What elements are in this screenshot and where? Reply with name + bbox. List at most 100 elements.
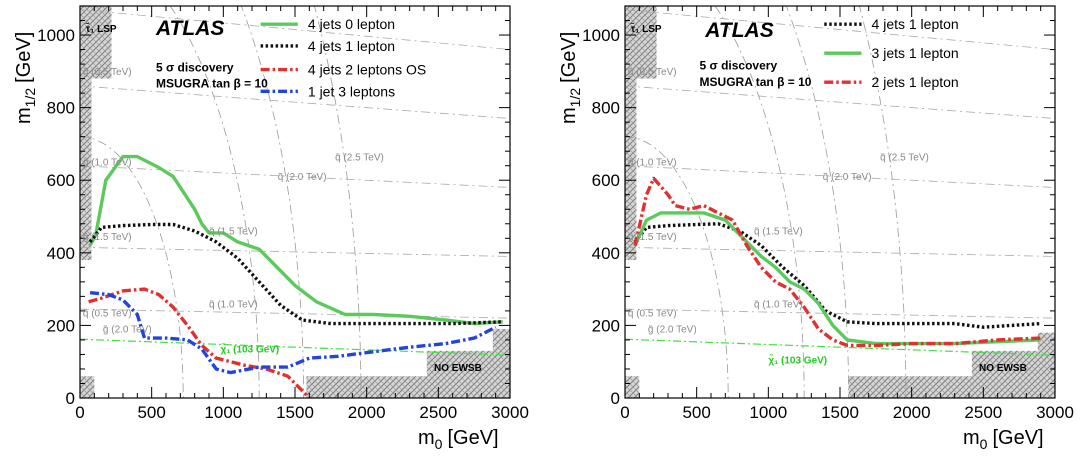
gluino-contour bbox=[169, 6, 260, 398]
no-ewsb-label: NO EWSB bbox=[979, 363, 1027, 374]
gluino-label: g̃ (1.5 TeV) bbox=[83, 232, 132, 243]
hatch-region bbox=[625, 376, 640, 398]
x-tick-label: 500 bbox=[137, 403, 165, 422]
y-tick-label: 400 bbox=[47, 244, 75, 263]
x-tick-label: 2500 bbox=[419, 403, 457, 422]
gluino-contour bbox=[314, 6, 362, 398]
x-tick-label: 3000 bbox=[491, 403, 529, 422]
series-line bbox=[633, 176, 1041, 348]
y-axis-label: m1/2[GeV] bbox=[13, 32, 38, 124]
series-layer bbox=[633, 176, 1041, 348]
model-label: MSUGRA tan β = 10 bbox=[700, 75, 812, 89]
model-label: MSUGRA tan β = 10 bbox=[156, 77, 268, 91]
squark-contour bbox=[625, 246, 1055, 257]
x-tick-label: 2000 bbox=[348, 403, 386, 422]
hatch-region bbox=[80, 78, 92, 261]
hatch-region bbox=[625, 78, 637, 261]
atlas-brand: ATLAS bbox=[155, 17, 224, 40]
gluino-contour bbox=[785, 6, 849, 398]
chargino-label: χ̃₁ (103 GeV) bbox=[768, 354, 827, 367]
squark-label: q̃ (2.5 TeV) bbox=[335, 152, 384, 163]
squark-label: q̃ (1.0 TeV) bbox=[209, 299, 258, 310]
gluino-label: g̃ (2.0 TeV) bbox=[648, 325, 697, 336]
y-axis-label: m1/2[GeV] bbox=[558, 32, 583, 124]
x-tick-label: 1000 bbox=[749, 403, 787, 422]
hatch-region bbox=[848, 376, 1055, 398]
y-tick-label: 400 bbox=[592, 244, 620, 263]
discovery-label: 5 σ discovery bbox=[700, 59, 778, 73]
hatch-region bbox=[306, 376, 510, 398]
squark-label: q̃ (1.5 TeV) bbox=[754, 227, 803, 238]
gluino-contour bbox=[859, 6, 907, 398]
x-tick-label: 1500 bbox=[821, 403, 859, 422]
plot-frame bbox=[79, 5, 511, 399]
axis-ticks: 0 500 1000 1500 2000 2500 3000 0 200 400 600 800 100… bbox=[37, 6, 529, 422]
chargino-contour bbox=[80, 338, 510, 356]
squark-label: q̃ (2.0 TeV) bbox=[823, 172, 872, 183]
x-tick-label: 3000 bbox=[1036, 403, 1074, 422]
squark-label: q̃ (0.5 TeV) bbox=[628, 308, 677, 319]
gluino-label: g̃ (1.0 TeV) bbox=[628, 158, 677, 169]
squark-contour bbox=[625, 85, 1055, 119]
squark-contour bbox=[80, 246, 510, 257]
x-tick-label: 1000 bbox=[204, 403, 242, 422]
legend: 4 jets 1 lepton 3 jets 1 lepton 2 jets 1… bbox=[824, 16, 959, 90]
gluino-label: g̃ (0.5 TeV) bbox=[628, 67, 677, 78]
hatch-region bbox=[80, 6, 112, 79]
x-tick-label: 500 bbox=[682, 403, 710, 422]
y-tick-label: 800 bbox=[592, 99, 620, 118]
series-line bbox=[88, 154, 503, 326]
legend-entry: 2 jets 1 lepton bbox=[872, 74, 959, 90]
legend: 4 jets 0 lepton 4 jets 1 lepton 4 jets 2… bbox=[260, 16, 426, 99]
gluino-label: g̃ (2.0 TeV) bbox=[103, 325, 152, 336]
squark-contour bbox=[625, 308, 1055, 319]
no-ewsb-label: NO EWSB bbox=[434, 363, 482, 374]
lsp-label: τ̃₁ LSP bbox=[630, 22, 662, 35]
gluino-contour bbox=[625, 136, 729, 398]
y-tick-label: 600 bbox=[592, 171, 620, 190]
axis-ticks: 0 500 1000 1500 2000 2500 3000 0 200 400 600 800 100… bbox=[582, 6, 1074, 422]
squark-contour bbox=[80, 308, 510, 319]
series-line bbox=[89, 291, 497, 375]
series-line bbox=[88, 287, 311, 398]
gluino-label: g̃ (1.5 TeV) bbox=[628, 232, 677, 243]
hatch-region bbox=[1037, 332, 1055, 351]
gluino-contour bbox=[714, 6, 805, 398]
hatch-region bbox=[80, 376, 95, 398]
legend-entry: 4 jets 1 lepton bbox=[872, 16, 959, 32]
y-tick-label: 1000 bbox=[37, 26, 75, 45]
x-tick-label: 2500 bbox=[964, 403, 1002, 422]
excluded-region bbox=[80, 6, 510, 398]
gluino-label: g̃ (1.0 TeV) bbox=[83, 158, 132, 169]
gluino-label: g̃ (0.5 TeV) bbox=[83, 67, 132, 78]
legend-entry: 3 jets 1 lepton bbox=[872, 45, 959, 61]
lsp-label: τ̃₁ LSP bbox=[85, 22, 117, 35]
gluino-contour bbox=[240, 6, 304, 398]
legend-entry: 4 jets 0 lepton bbox=[308, 16, 395, 32]
squark-label: q̃ (0.5 TeV) bbox=[83, 308, 132, 319]
squark-label: q̃ (1.0 TeV) bbox=[754, 299, 803, 310]
hatch-region bbox=[625, 6, 657, 79]
atlas-brand: ATLAS bbox=[704, 19, 773, 42]
chargino-contour bbox=[625, 338, 1055, 356]
plot-frame bbox=[624, 5, 1056, 399]
y-tick-label: 0 bbox=[611, 389, 620, 408]
discovery-label: 5 σ discovery bbox=[156, 60, 234, 74]
y-tick-label: 1000 bbox=[582, 26, 620, 45]
squark-contour bbox=[80, 165, 510, 188]
excluded-region bbox=[625, 6, 1055, 398]
mass-contours bbox=[625, 6, 1055, 398]
squark-contour bbox=[625, 165, 1055, 188]
x-axis-label: m0 [GeV] bbox=[963, 427, 1044, 452]
x-axis-label: m0 [GeV] bbox=[418, 427, 499, 452]
series-line bbox=[633, 222, 1041, 329]
series-layer bbox=[88, 154, 503, 398]
x-tick-label: 1500 bbox=[276, 403, 314, 422]
x-tick-label: 0 bbox=[75, 403, 84, 422]
chargino-label: χ̃₁ (103 GeV) bbox=[220, 343, 279, 356]
series-line bbox=[88, 222, 503, 326]
y-tick-label: 800 bbox=[47, 99, 75, 118]
squark-label: q̃ (2.0 TeV) bbox=[278, 172, 327, 183]
squark-label: q̃ (2.5 TeV) bbox=[880, 152, 929, 163]
